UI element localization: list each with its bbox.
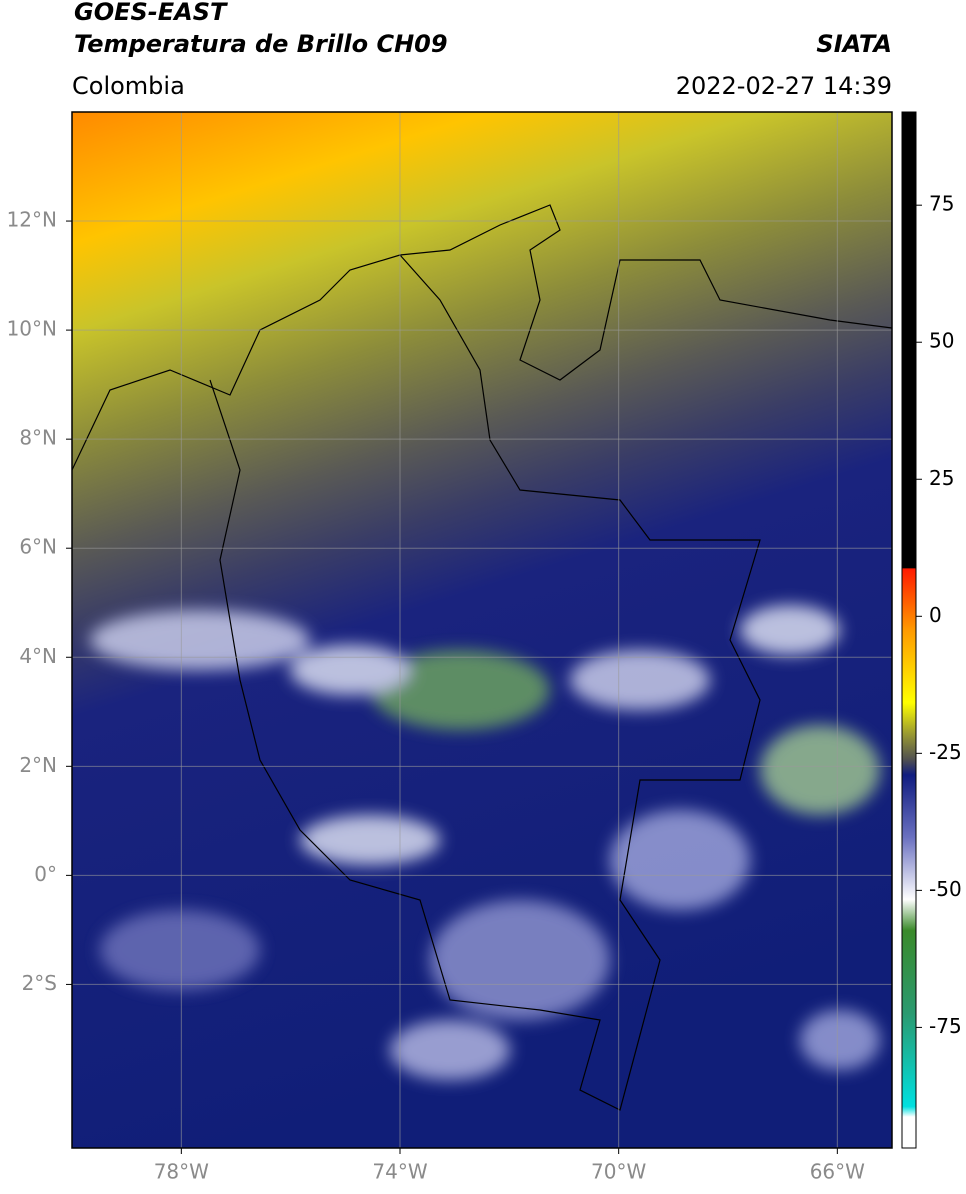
colorbar-tick-label: 75 (929, 192, 954, 216)
colorbar-tick-label: -75 (929, 1014, 962, 1038)
map-frame (71, 111, 893, 1149)
colorbar-tick-label: 25 (929, 466, 954, 490)
y-tick-label: 12°N (7, 208, 57, 232)
y-tick-label: 4°N (19, 644, 57, 668)
colorbar-tick-label: 50 (929, 329, 954, 353)
satellite-image (72, 112, 892, 1148)
region: Colombia (72, 72, 185, 100)
grid (72, 112, 892, 1148)
cloud-tops (90, 605, 880, 1080)
colorbar-tick-label: -50 (929, 877, 962, 901)
datetime: 2022-02-27 14:39 (676, 72, 892, 100)
title: GOES-EAST (74, 0, 228, 26)
x-tick-label: 70°W (591, 1160, 646, 1184)
y-tick-label: 10°N (7, 317, 57, 341)
y-tick-label: 2°S (22, 971, 57, 995)
x-tick-label: 66°W (810, 1160, 865, 1184)
y-tick-label: 0° (34, 862, 57, 886)
border (209, 254, 761, 1111)
y-tick-label: 2°N (19, 753, 57, 777)
colorbar-tick-label: 0 (929, 603, 942, 627)
colorbar-tick-label: -25 (929, 740, 962, 764)
colorbar (901, 111, 917, 1149)
y-tick-label: 6°N (19, 535, 57, 559)
coastline (72, 204, 892, 471)
x-tick-label: 74°W (372, 1160, 427, 1184)
x-tick-label: 78°W (154, 1160, 209, 1184)
subtitle: Temperatura de Brillo CH09 (74, 30, 448, 58)
source: SIATA (816, 30, 892, 58)
y-tick-label: 8°N (19, 426, 57, 450)
